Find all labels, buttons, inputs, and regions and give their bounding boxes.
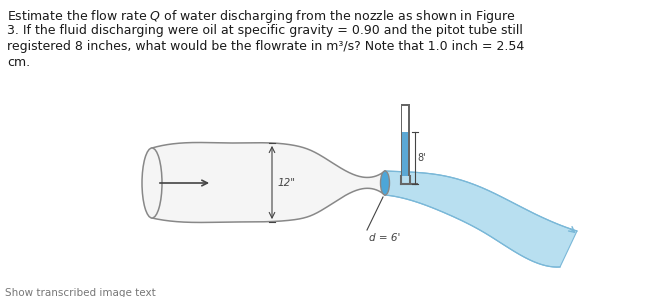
- Text: registered 8 inches, what would be the flowrate in m³/s? Note that 1.0 inch = 2.: registered 8 inches, what would be the f…: [7, 40, 525, 53]
- Text: 3. If the fluid discharging were oil at specific gravity = 0.90 and the pitot tu: 3. If the fluid discharging were oil at …: [7, 24, 523, 37]
- Text: 8': 8': [417, 153, 426, 163]
- Bar: [408, 104, 410, 176]
- Text: 12": 12": [277, 178, 295, 187]
- Ellipse shape: [142, 148, 162, 218]
- Text: Show transcribed image text: Show transcribed image text: [5, 288, 156, 297]
- Text: Estimate the flow rate $Q$ of water discharging from the nozzle as shown in Figu: Estimate the flow rate $Q$ of water disc…: [7, 8, 516, 25]
- Bar: [401, 104, 402, 176]
- Text: cm.: cm.: [7, 56, 30, 69]
- Ellipse shape: [380, 171, 390, 195]
- Bar: [401, 104, 410, 106]
- Polygon shape: [152, 143, 385, 222]
- Polygon shape: [385, 171, 577, 267]
- Bar: [402, 132, 408, 176]
- Text: d = 6': d = 6': [369, 233, 401, 243]
